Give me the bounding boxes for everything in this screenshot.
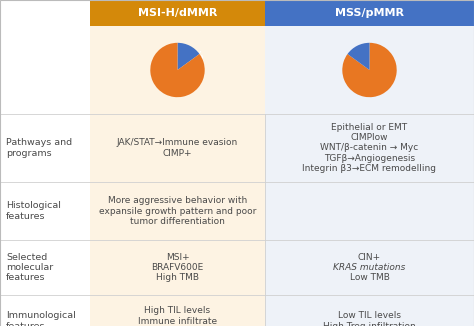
FancyBboxPatch shape: [90, 26, 265, 114]
Wedge shape: [347, 43, 370, 70]
Wedge shape: [342, 43, 397, 97]
FancyBboxPatch shape: [90, 0, 265, 26]
FancyBboxPatch shape: [0, 295, 90, 326]
FancyBboxPatch shape: [265, 295, 474, 326]
FancyBboxPatch shape: [90, 240, 265, 295]
Text: MSI-H/dMMR: MSI-H/dMMR: [138, 8, 217, 18]
Wedge shape: [150, 43, 205, 97]
FancyBboxPatch shape: [0, 182, 90, 240]
FancyBboxPatch shape: [265, 114, 474, 182]
FancyBboxPatch shape: [265, 0, 474, 26]
Text: CIN+: CIN+: [358, 253, 381, 262]
Text: ~15%: ~15%: [172, 51, 203, 61]
Text: Immunological
features: Immunological features: [6, 311, 76, 326]
Text: KRAS mutations: KRAS mutations: [333, 263, 406, 272]
Text: Histological
features: Histological features: [6, 201, 61, 221]
Text: Low TIL levels
High Treg infiltration: Low TIL levels High Treg infiltration: [323, 311, 416, 326]
FancyBboxPatch shape: [265, 240, 474, 295]
Text: Pathways and
programs: Pathways and programs: [6, 138, 72, 158]
FancyBboxPatch shape: [0, 240, 90, 295]
Text: Low TMB: Low TMB: [349, 273, 390, 282]
FancyBboxPatch shape: [90, 182, 265, 240]
Text: JAK/STAT→Immune evasion
CIMP+: JAK/STAT→Immune evasion CIMP+: [117, 138, 238, 158]
FancyBboxPatch shape: [90, 295, 265, 326]
FancyBboxPatch shape: [0, 26, 90, 114]
FancyBboxPatch shape: [265, 26, 474, 114]
Text: ~85%: ~85%: [354, 70, 385, 80]
FancyBboxPatch shape: [265, 182, 474, 240]
Wedge shape: [177, 43, 200, 70]
Text: Epithelial or EMT
CIMPlow
WNT/β-catenin → Myc
TGFβ→Angiogenesis
Integrin β3→ECM : Epithelial or EMT CIMPlow WNT/β-catenin …: [302, 123, 437, 173]
Text: High TIL levels
Immune infiltrate
(e.g. cytotoxic T cells): High TIL levels Immune infiltrate (e.g. …: [128, 306, 228, 326]
FancyBboxPatch shape: [0, 114, 90, 182]
Text: More aggressive behavior with
expansile growth pattern and poor
tumor differenti: More aggressive behavior with expansile …: [99, 196, 256, 226]
Text: MSS/pMMR: MSS/pMMR: [335, 8, 404, 18]
Text: MSI+
BRAFV600E
High TMB: MSI+ BRAFV600E High TMB: [151, 253, 204, 282]
FancyBboxPatch shape: [90, 114, 265, 182]
Text: Selected
molecular
features: Selected molecular features: [6, 253, 53, 282]
